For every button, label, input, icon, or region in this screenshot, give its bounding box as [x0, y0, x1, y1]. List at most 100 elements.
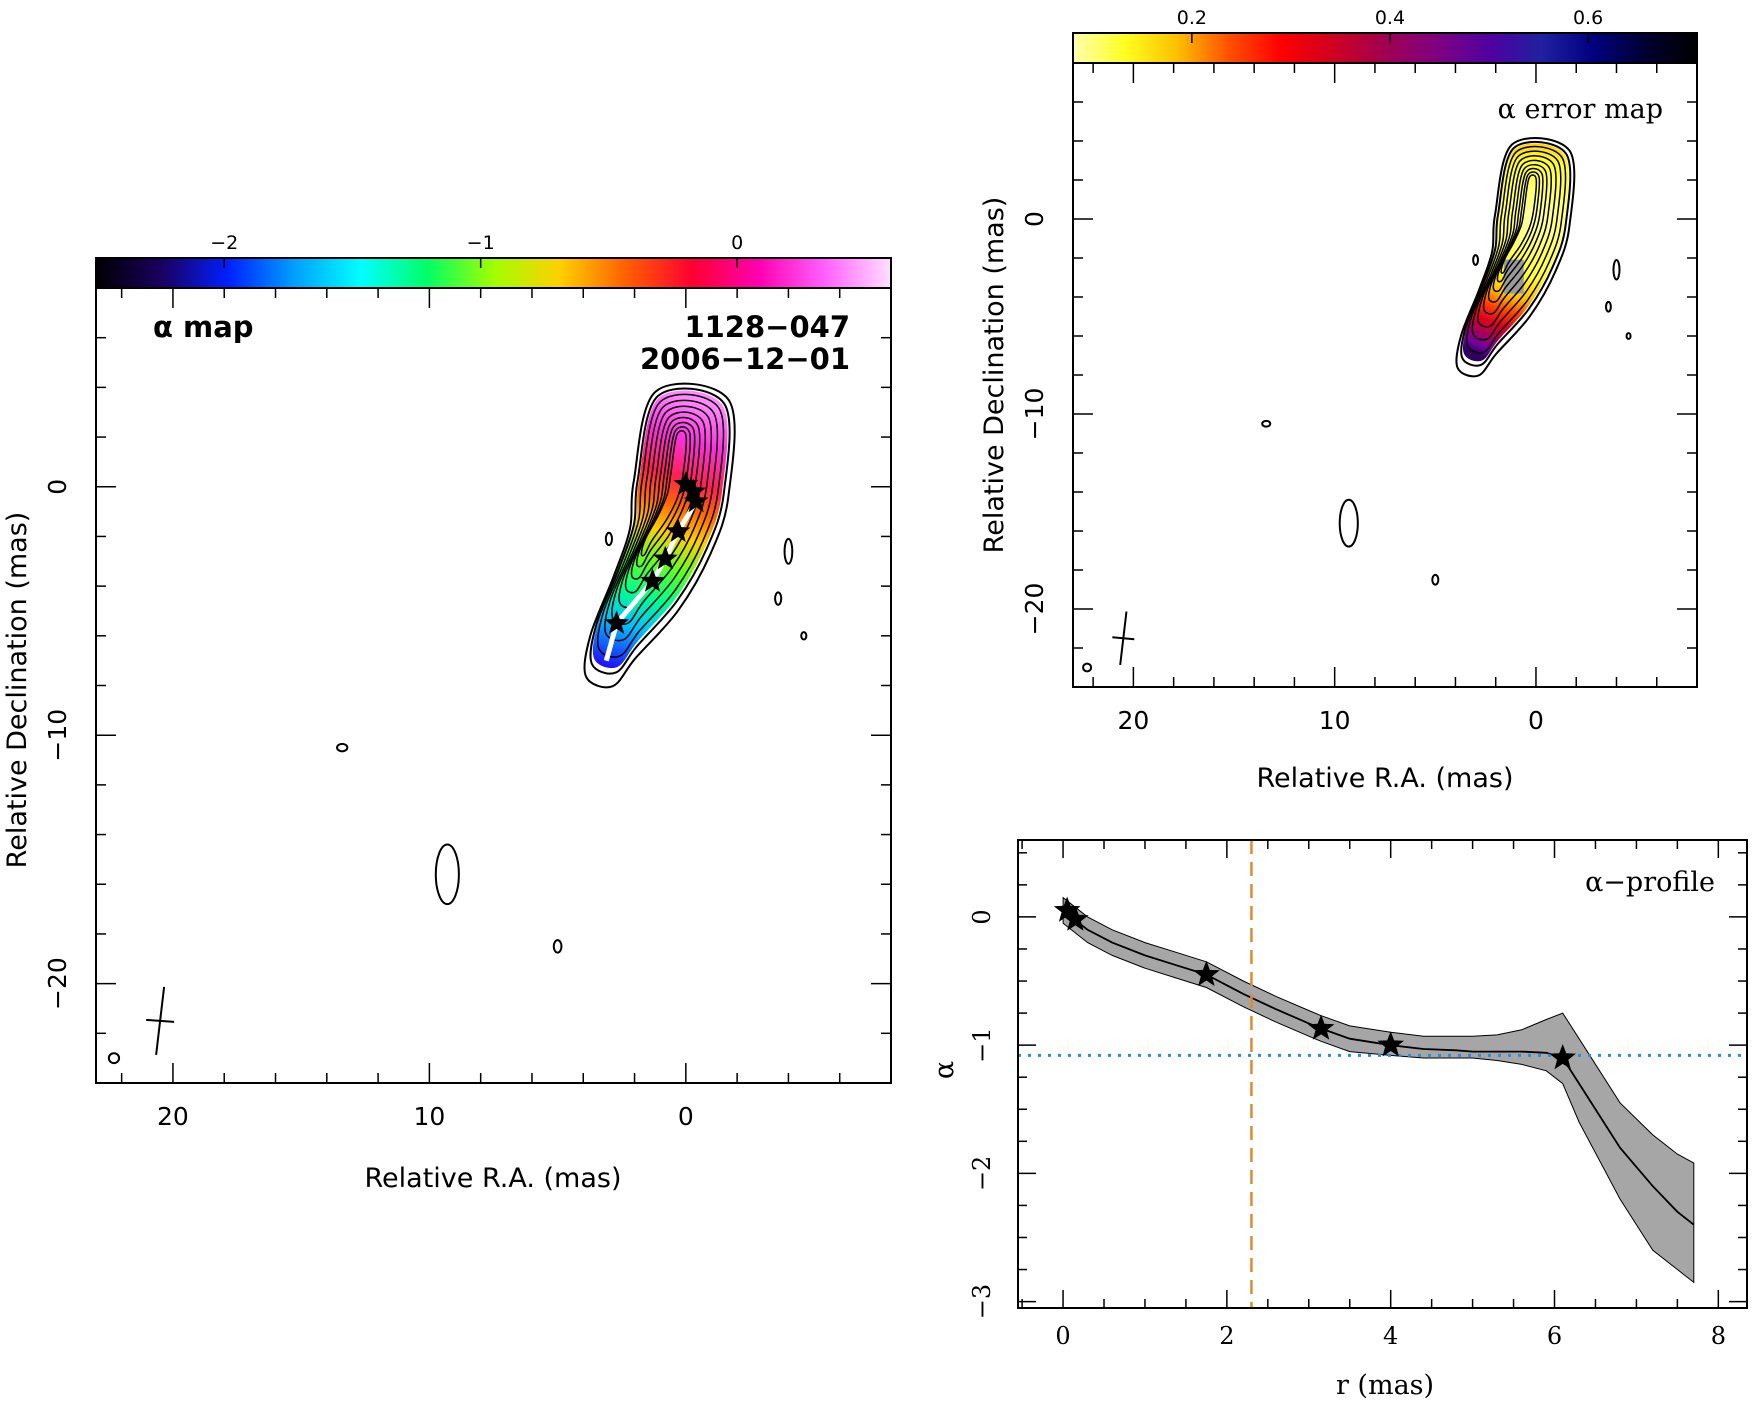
component-star — [1193, 960, 1220, 986]
x-tick-label: 0 — [1055, 1322, 1070, 1350]
faint-contour — [336, 742, 349, 753]
faint-contour — [1338, 498, 1359, 548]
component-star — [1549, 1044, 1576, 1070]
faint-contour — [1261, 419, 1272, 428]
flux-contour — [1471, 150, 1562, 341]
flux-contour — [630, 421, 696, 580]
component-star — [1377, 1031, 1404, 1057]
flux-contour — [1487, 164, 1548, 303]
alpha-map-panel: −2 −1 0 20 10 00−10−20 α map 1128−047 2006−1… — [2, 232, 892, 1194]
faint-contour — [434, 843, 460, 906]
x-tick-label: 20 — [157, 1102, 189, 1131]
faint-contour — [552, 939, 563, 954]
beam-cross-icon — [1112, 611, 1135, 666]
flux-contour — [596, 393, 725, 658]
component-star — [653, 545, 678, 570]
flux-contour — [1465, 145, 1567, 354]
flux-contour — [604, 399, 719, 642]
x-tick-label: 0 — [1528, 706, 1544, 735]
y-tick-label: 0 — [968, 909, 996, 924]
x-tick-label: 6 — [1547, 1322, 1562, 1350]
alpha-map-axis-ticks: 20 10 0 0 −10 −20 — [43, 288, 891, 1131]
flux-contour — [1477, 155, 1557, 328]
flux-contour — [1496, 171, 1541, 283]
faint-contour — [774, 591, 783, 606]
faint-contour — [1625, 332, 1632, 340]
error-map-frame — [1072, 62, 1698, 688]
flux-contour — [1500, 174, 1538, 274]
alpha-profile-plot — [1018, 840, 1747, 1308]
component-star — [673, 471, 699, 495]
flux-contour — [1482, 159, 1552, 315]
alpha-profile-line — [1062, 909, 1695, 1226]
x-tick-label: 2 — [1219, 1322, 1234, 1350]
component-star — [681, 478, 706, 503]
colorbar-tick-label: 0.4 — [1375, 7, 1405, 29]
error-map-ylabel: Relative Declination (mas) — [979, 197, 1010, 554]
faint-contour — [800, 631, 808, 641]
beam-minor-axis — [1112, 636, 1135, 641]
error-jet-image — [1455, 137, 1576, 378]
y-tick-label: −1 — [968, 1027, 996, 1062]
alpha-profile-axis-ticks: 0 2 4 6 8 0 −1 −2 −3 — [968, 840, 1747, 1350]
alpha-profile-ylabel: α — [929, 1061, 960, 1079]
y-tick-label: −10 — [43, 709, 72, 762]
y-tick-label: −20 — [43, 957, 72, 1010]
faint-contour — [1472, 254, 1479, 266]
alpha-profile-frame — [1017, 839, 1748, 1309]
faint-contour — [1082, 662, 1093, 673]
error-faint-contours — [1082, 254, 1632, 673]
error-map-panel: 0.2 0.4 0.6 20 10 0 0 −10 −20 α error map Relat… — [979, 7, 1698, 794]
component-star — [683, 488, 709, 513]
colorbar-tick-label: −1 — [467, 232, 495, 254]
alpha-profile-annotation: α−profile — [1585, 867, 1715, 898]
faint-contour — [1605, 300, 1612, 313]
faint-contour — [783, 537, 794, 565]
x-tick-label: 0 — [678, 1102, 694, 1131]
alpha-profile-xlabel: r (mas) — [1336, 1370, 1434, 1401]
flux-contour — [611, 405, 713, 625]
error-map-annotation: α error map — [1498, 94, 1663, 125]
alpha-map-ylabel: Relative Declination (mas) — [2, 512, 33, 869]
component-star — [1053, 896, 1081, 922]
alpha-map-frame — [95, 287, 892, 1084]
x-tick-label: 10 — [413, 1102, 445, 1131]
error-map-axis-ticks: 20 10 0 0 −10 −20 — [1020, 63, 1697, 735]
alpha-jet-image — [583, 382, 736, 689]
y-tick-label: 0 — [43, 479, 72, 495]
colorbar-tick-label: 0 — [731, 232, 743, 254]
faint-contour — [604, 531, 613, 547]
flux-contour — [583, 382, 736, 689]
y-tick-label: −2 — [968, 1156, 996, 1191]
flux-contour — [640, 430, 688, 557]
flux-contour — [1460, 140, 1572, 367]
x-tick-label: 4 — [1383, 1322, 1398, 1350]
faint-contour — [1612, 258, 1621, 281]
component-star — [640, 568, 665, 592]
flux-contour — [589, 387, 731, 675]
alpha-faint-contours — [107, 531, 808, 1065]
colorbar-tick-label: 0.2 — [1177, 7, 1207, 29]
component-star — [604, 610, 629, 634]
y-tick-label: −3 — [968, 1284, 996, 1319]
error-colorbar-ticks: 0.2 0.4 0.6 — [1177, 7, 1603, 43]
alpha-colorbar — [95, 257, 892, 289]
error-map-xlabel: Relative R.A. (mas) — [1257, 763, 1514, 794]
y-tick-label: 0 — [1020, 211, 1049, 227]
colorbar-tick-label: −2 — [210, 232, 238, 254]
flux-contour — [1455, 137, 1576, 378]
component-star — [1062, 905, 1089, 931]
error-colorbar — [1072, 32, 1698, 64]
x-tick-label: 8 — [1711, 1322, 1726, 1350]
source-name: 1128−047 — [684, 310, 850, 344]
alpha-profile-panel: 0 2 4 6 8 0 −1 −2 −3 α−profile r (mas) α — [929, 839, 1748, 1401]
observation-date: 2006−12−01 — [640, 342, 850, 376]
alpha-map-xlabel: Relative R.A. (mas) — [365, 1163, 622, 1194]
beam-minor-axis — [146, 1018, 175, 1023]
alpha-colorbar-ticks: −2 −1 0 — [210, 232, 743, 268]
y-tick-label: −20 — [1020, 583, 1049, 636]
colorbar-tick-label: 0.6 — [1573, 7, 1603, 29]
y-tick-label: −10 — [1020, 388, 1049, 441]
uncertainty-band — [1062, 896, 1695, 1284]
faint-contour — [1431, 573, 1440, 586]
